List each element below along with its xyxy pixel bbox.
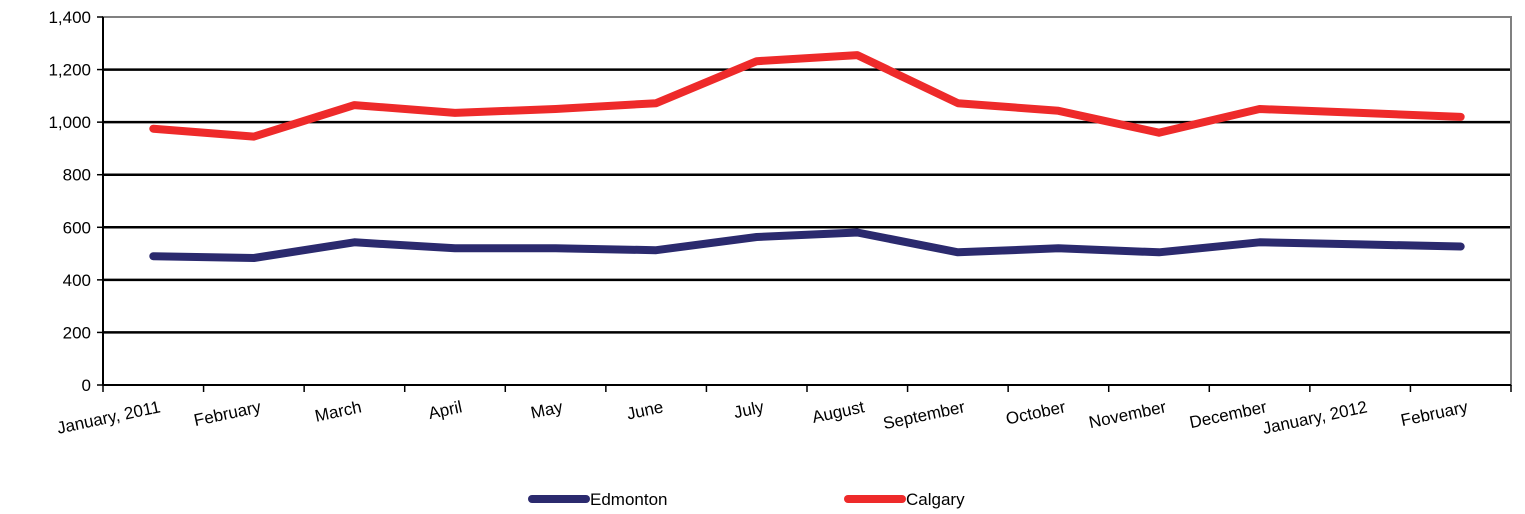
legend-label: Calgary <box>906 490 965 509</box>
series-line-edmonton <box>149 228 1465 262</box>
x-tick-label: May <box>529 397 565 422</box>
y-tick-label: 1,000 <box>48 113 91 132</box>
x-tick-label: January, 2011 <box>55 397 162 437</box>
grid-lines <box>103 68 1511 334</box>
y-tick-label: 800 <box>63 166 91 185</box>
x-axis-tick-labels: January, 2011 February March April May June Ju… <box>55 397 1470 438</box>
y-tick-label: 1,400 <box>48 8 91 27</box>
x-tick-label: September <box>881 397 967 433</box>
x-tick-label: March <box>313 397 363 425</box>
x-tick-label: February <box>192 397 263 430</box>
y-tick-label: 0 <box>82 376 91 395</box>
x-tick-label: April <box>427 397 464 423</box>
x-tick-label: August <box>810 397 866 427</box>
plot-area-frame <box>102 16 1512 386</box>
x-tick-label: June <box>625 397 665 423</box>
y-tick-label: 600 <box>63 218 91 237</box>
y-tick-label: 200 <box>63 323 91 342</box>
x-tick-label: November <box>1087 397 1168 432</box>
y-tick-label: 1,200 <box>48 61 91 80</box>
x-tick-label: October <box>1004 397 1067 428</box>
series-lines <box>149 51 1465 262</box>
legend-label: Edmonton <box>590 490 668 509</box>
x-tick-label: December <box>1188 397 1269 432</box>
x-tick-label: January, 2012 <box>1261 397 1369 438</box>
legend: Edmonton Calgary <box>528 490 965 509</box>
axes <box>102 17 1512 392</box>
y-axis-tick-labels: 0 200 400 600 800 1,000 1,200 1,400 <box>48 8 103 395</box>
x-tick-label: July <box>732 397 766 422</box>
x-tick-label: February <box>1399 397 1470 430</box>
series-line-calgary <box>149 51 1465 141</box>
y-tick-label: 400 <box>63 271 91 290</box>
